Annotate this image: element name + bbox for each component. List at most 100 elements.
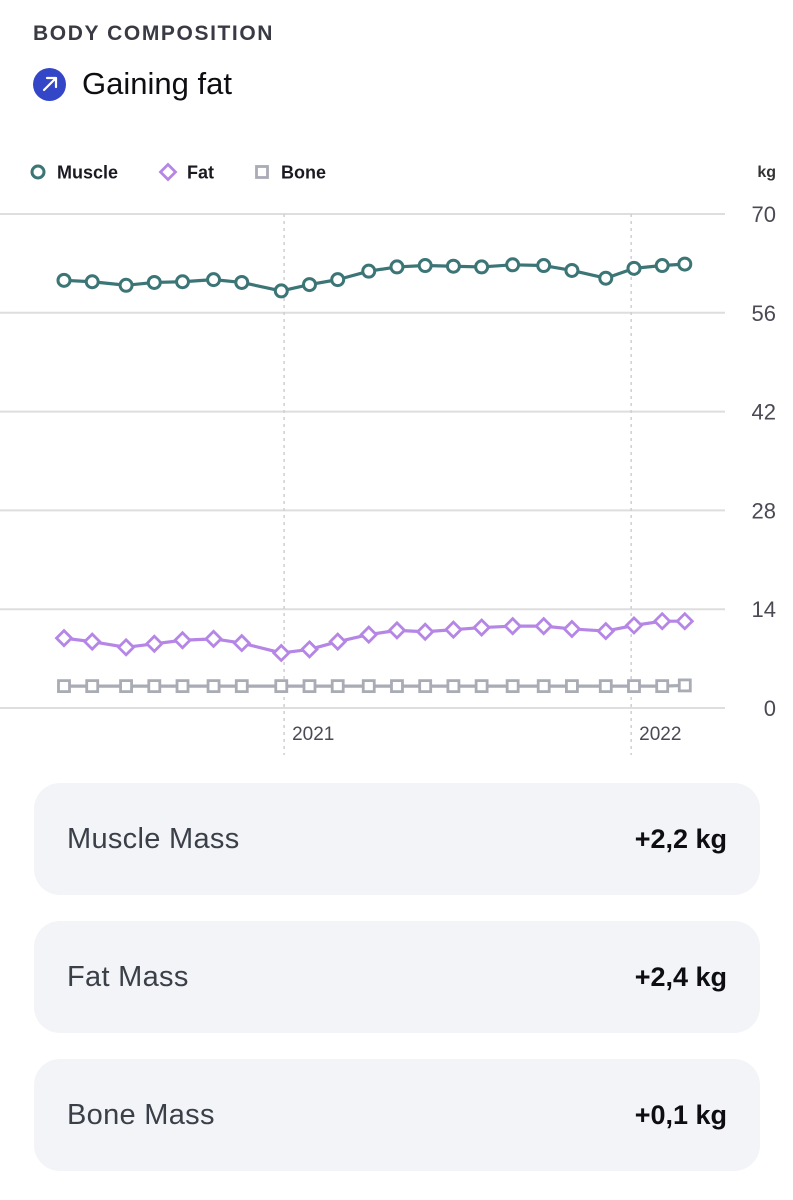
- muscle-point-16: [536, 258, 552, 274]
- muscle-point-18: [598, 270, 614, 286]
- muscle-point-14: [474, 259, 490, 275]
- bone-point-5: [206, 679, 221, 694]
- muscle-point-17: [564, 262, 580, 278]
- bone-point-17: [565, 679, 579, 694]
- bone-point-7: [274, 679, 289, 694]
- y-tick-0: 0: [764, 696, 776, 721]
- legend-muscle-marker: [30, 164, 46, 180]
- legend-bone-marker: [255, 165, 269, 179]
- x-tick-2022: 2022: [639, 724, 681, 745]
- bone-point-4: [175, 679, 190, 694]
- muscle-point-0: [56, 272, 72, 288]
- fat-point-4: [173, 630, 192, 650]
- legend-fat-label: Fat: [187, 163, 214, 183]
- fat-point-17: [562, 619, 582, 639]
- fat-point-2: [116, 637, 136, 657]
- fat-point-12: [415, 622, 435, 642]
- bone-point-13: [446, 679, 461, 694]
- muscle-mass-value: +2,2 kg: [634, 823, 727, 854]
- legend-muscle-label: Muscle: [57, 163, 118, 183]
- muscle-point-13: [445, 258, 461, 274]
- bone-point-2: [119, 679, 133, 694]
- muscle-point-2: [118, 277, 134, 293]
- fat-point-1: [82, 632, 102, 652]
- x-tick-2021: 2021: [292, 724, 334, 745]
- bone-point-20: [655, 679, 670, 694]
- fat-point-9: [328, 632, 348, 652]
- bone-point-1: [85, 679, 100, 694]
- y-tick-14: 14: [752, 597, 776, 622]
- bone-mass-value: +0,1 kg: [634, 1099, 727, 1130]
- bone-point-21: [677, 678, 692, 693]
- bone-point-3: [147, 679, 162, 694]
- bone-point-6: [234, 679, 249, 694]
- muscle-point-21: [677, 256, 693, 272]
- muscle-point-9: [330, 272, 346, 288]
- fat-point-16: [534, 616, 554, 636]
- fat-series-line: [63, 619, 685, 655]
- muscle-point-15: [505, 257, 521, 273]
- bone-point-15: [505, 679, 520, 694]
- fat-point-19: [624, 615, 644, 635]
- fat-point-15: [503, 616, 523, 636]
- fat-point-11: [387, 620, 407, 640]
- bone-point-12: [418, 679, 433, 694]
- fat-point-10: [359, 625, 379, 645]
- fat-point-8: [300, 639, 319, 659]
- muscle-point-1: [84, 274, 100, 290]
- muscle-point-19: [626, 260, 642, 276]
- bone-point-18: [598, 679, 613, 694]
- y-axis-unit-label: kg: [757, 164, 776, 181]
- bone-point-8: [302, 679, 317, 694]
- fat-point-0: [54, 628, 74, 648]
- muscle-point-6: [234, 274, 250, 290]
- muscle-point-11: [389, 259, 405, 275]
- legend-fat-marker: [158, 162, 178, 182]
- bone-point-0: [57, 679, 71, 694]
- bone-point-10: [361, 679, 376, 694]
- fat-point-6: [232, 633, 252, 653]
- muscle-point-12: [417, 258, 433, 274]
- fat-point-3: [144, 634, 164, 654]
- fat-mass-value: +2,4 kg: [634, 961, 727, 992]
- bone-point-11: [390, 679, 404, 694]
- muscle-series-line: [63, 262, 685, 293]
- fat-point-20: [652, 611, 672, 631]
- muscle-point-10: [361, 263, 377, 279]
- legend-bone-label: Bone: [281, 163, 326, 183]
- fat-point-5: [204, 629, 224, 649]
- bone-point-16: [536, 679, 551, 694]
- body-composition-chart[interactable]: Muscle Fat Bone kg 0 14 28 42 56 70 2021 2022: [0, 150, 793, 760]
- summary-cards: Muscle Mass +2,2 kg Fat Mass +2,4 kg Bon…: [34, 783, 760, 1197]
- fat-point-21: [675, 611, 695, 631]
- muscle-mass-label: Muscle Mass: [67, 822, 240, 855]
- muscle-point-3: [146, 274, 162, 290]
- muscle-mass-card[interactable]: Muscle Mass +2,2 kg: [34, 783, 760, 895]
- bone-point-9: [330, 679, 345, 694]
- arrow-up-right-icon: [33, 67, 66, 101]
- bone-mass-card[interactable]: Bone Mass +0,1 kg: [34, 1059, 760, 1171]
- muscle-point-5: [206, 272, 222, 288]
- bone-point-14: [474, 679, 489, 694]
- fat-point-13: [443, 620, 463, 640]
- y-tick-28: 28: [752, 498, 776, 523]
- bone-mass-label: Bone Mass: [67, 1098, 215, 1131]
- muscle-point-20: [654, 258, 670, 274]
- trend-summary: Gaining fat: [33, 66, 232, 102]
- fat-point-18: [596, 621, 616, 641]
- y-tick-42: 42: [752, 400, 776, 425]
- muscle-point-8: [301, 277, 317, 293]
- fat-mass-card[interactable]: Fat Mass +2,4 kg: [34, 921, 760, 1033]
- muscle-point-7: [273, 283, 289, 299]
- fat-point-7: [271, 643, 291, 663]
- bone-series-line: [64, 683, 685, 688]
- fat-point-14: [472, 618, 492, 638]
- bone-point-19: [627, 679, 641, 694]
- chart-svg: Muscle Fat Bone kg 0 14 28 42 56 70 2021 2022: [0, 162, 776, 755]
- trend-text: Gaining fat: [82, 66, 232, 101]
- muscle-point-4: [175, 274, 191, 290]
- y-tick-56: 56: [752, 301, 776, 326]
- section-title: BODY COMPOSITION: [33, 22, 275, 45]
- y-tick-70: 70: [752, 202, 776, 227]
- fat-mass-label: Fat Mass: [67, 960, 189, 993]
